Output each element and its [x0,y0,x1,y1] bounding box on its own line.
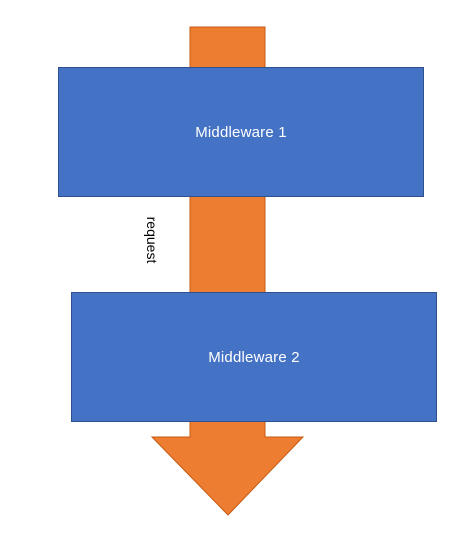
middleware-1-label: Middleware 1 [195,123,287,141]
middleware-2-label: Middleware 2 [208,348,300,366]
request-label: request [144,216,160,264]
middleware-1-box: Middleware 1 [58,67,424,197]
middleware-2-box: Middleware 2 [71,292,437,422]
